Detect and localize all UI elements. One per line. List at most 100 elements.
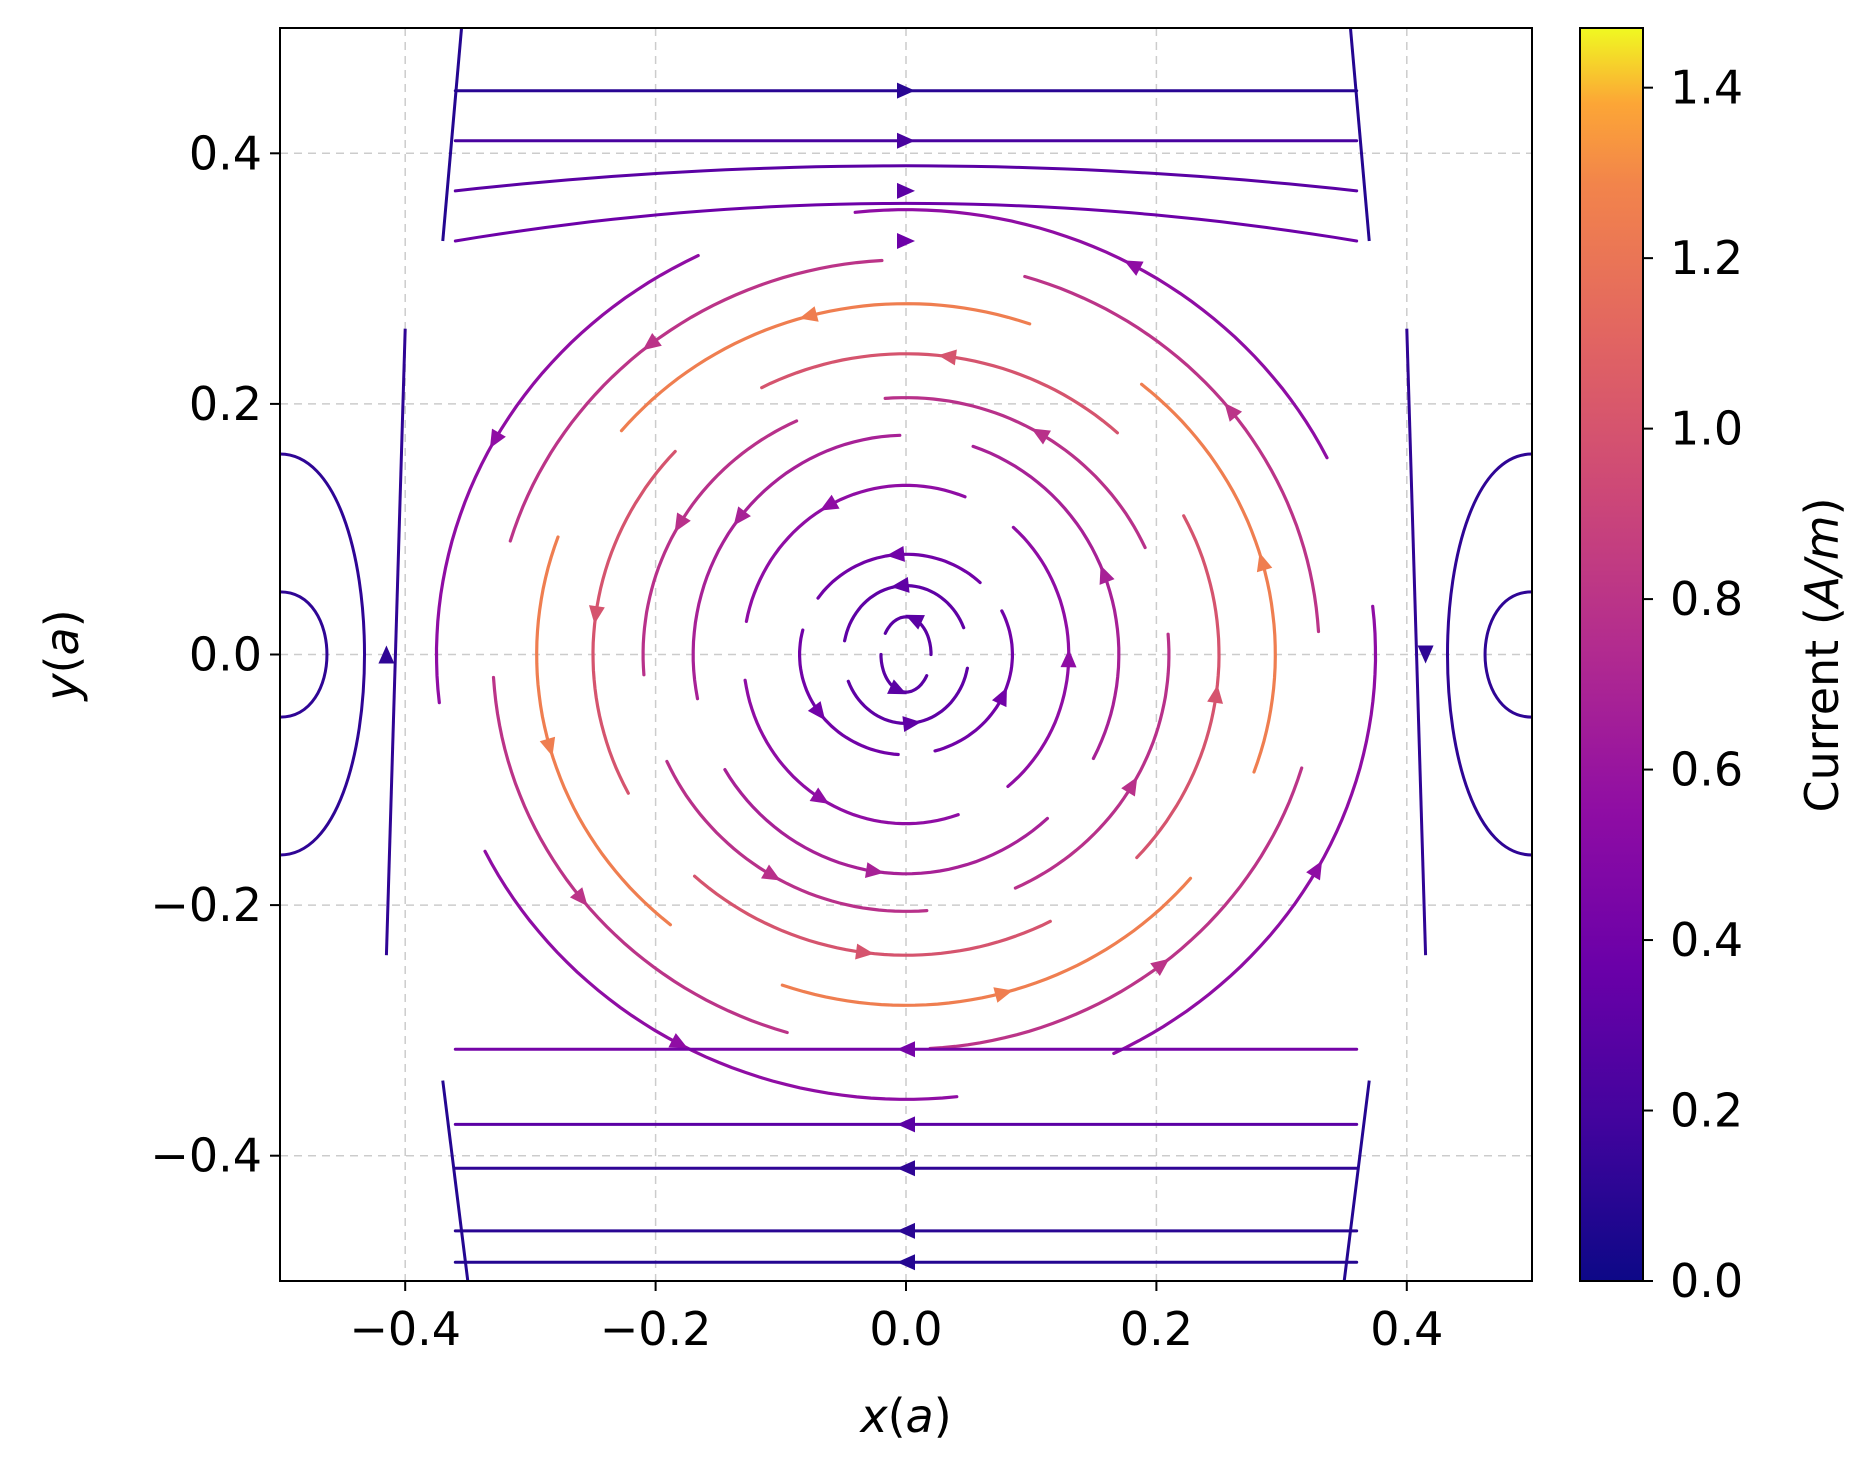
outer-streamline-path xyxy=(453,201,1359,243)
outer-streamline-path xyxy=(453,164,1359,193)
streamline-arrow xyxy=(897,1160,915,1177)
y-tick-label: 0.4 xyxy=(189,126,262,180)
side-lobe xyxy=(1342,28,1532,1281)
corner-line xyxy=(1342,1080,1371,1281)
colorbar-tick-label: 1.4 xyxy=(1670,61,1743,115)
x-tick-label: −0.4 xyxy=(349,1302,461,1356)
streamline-arrow xyxy=(905,614,925,630)
plot-area: −0.4 −0.2 0.0 0.2 0.4 −0.4 −0.2 0.0 0.2 0.4 xyxy=(150,27,1533,1356)
outer-streamline xyxy=(453,164,1359,199)
streamlines xyxy=(280,28,1532,1281)
y-tick-label: −0.4 xyxy=(150,1129,262,1183)
colorbar-label: Current (A/m) xyxy=(1795,497,1849,812)
streamline-arrow xyxy=(539,736,556,757)
vortex-ring xyxy=(879,614,933,695)
outer-streamline xyxy=(453,1041,1359,1058)
colorbar-label-text: Current xyxy=(1795,640,1849,813)
streamline-arrow xyxy=(897,1041,915,1058)
x-axis-var: x xyxy=(858,1389,888,1443)
streamline-arrow xyxy=(668,1033,689,1049)
colorbar-ticks: 0.0 0.2 0.4 0.6 0.8 1.0 1.2 1.4 xyxy=(1643,61,1743,1308)
y-axis-unit: a xyxy=(35,627,89,655)
side-lobe-path xyxy=(1445,452,1532,857)
colorbar-tick-label: 1.0 xyxy=(1670,402,1743,456)
vortex-ring xyxy=(491,258,1321,1051)
streamline-arrow xyxy=(902,716,922,733)
streamline-arrow xyxy=(809,787,830,804)
outer-streamline xyxy=(453,132,1359,149)
streamline-arrow xyxy=(993,987,1013,1003)
streamline-arrow xyxy=(1123,260,1144,276)
streamline-arrow xyxy=(489,428,506,449)
streamline-arrow xyxy=(1207,684,1224,704)
streamline-arrow xyxy=(733,506,751,526)
streamline-arrow xyxy=(855,943,874,960)
streamline-arrow xyxy=(1256,552,1273,573)
streamline-arrow xyxy=(819,494,840,511)
streamline-arrow xyxy=(1224,402,1243,422)
streamline-arrow xyxy=(890,576,910,593)
separatrix xyxy=(384,328,407,956)
side-lobe-path xyxy=(280,452,367,857)
outer-streamline xyxy=(453,1160,1359,1177)
streamline-arrow xyxy=(1417,645,1434,664)
x-tick-label: −0.2 xyxy=(600,1302,712,1356)
streamline-arrow xyxy=(642,333,662,351)
streamline-arrow xyxy=(1099,565,1115,585)
y-tick-label: 0.2 xyxy=(189,377,262,431)
colorbar-tick-label: 0.4 xyxy=(1670,913,1743,967)
streamline-arrow xyxy=(1031,428,1051,445)
x-tick-label: 0.4 xyxy=(1370,1302,1443,1356)
vortex-ring xyxy=(843,576,969,733)
colorbar: 0.0 0.2 0.4 0.6 0.8 1.0 1.2 1.4 Current (A/m) xyxy=(1579,27,1849,1308)
side-lobe xyxy=(280,28,470,1281)
outer-streamline xyxy=(453,1116,1359,1133)
vortex-ring xyxy=(743,483,1077,826)
colorbar-tick-label: 1.2 xyxy=(1670,231,1743,285)
colorbar-tick-label: 0.0 xyxy=(1670,1254,1743,1308)
streamline-arrow xyxy=(991,687,1007,708)
y-axis-label: y(a) xyxy=(35,609,89,702)
streamline-arrow xyxy=(938,349,957,366)
outer-streamline xyxy=(453,1254,1359,1271)
y-tick-label: 0.0 xyxy=(189,628,262,682)
streamline-arrow xyxy=(864,862,884,879)
x-axis-ticks: −0.4 −0.2 0.0 0.2 0.4 xyxy=(349,1281,1443,1356)
streamline-arrow xyxy=(569,887,588,907)
streamline-arrow xyxy=(1060,649,1077,668)
x-axis-label: x(a) xyxy=(858,1389,951,1443)
streamline-arrow xyxy=(897,182,915,199)
corner-line xyxy=(441,1080,470,1281)
corner-line xyxy=(1348,28,1371,242)
colorbar-label-unit: A/m xyxy=(1795,515,1849,610)
vortex-ring xyxy=(535,302,1277,1007)
colorbar-tick-label: 0.8 xyxy=(1670,572,1743,626)
vortex-ring xyxy=(798,545,1014,757)
streamline-arrow xyxy=(761,864,781,881)
vortex-ring xyxy=(691,433,1121,879)
streamline-arrow xyxy=(588,605,605,625)
streamline-arrow xyxy=(887,679,907,695)
vortex-ring xyxy=(641,396,1171,913)
streamline-arrow xyxy=(807,701,826,721)
x-tick-label: 0.2 xyxy=(1120,1302,1193,1356)
streamline-arrow xyxy=(799,306,819,322)
colorbar-tick-label: 0.6 xyxy=(1670,743,1743,797)
vortex-ring xyxy=(588,349,1224,960)
y-tick-label: −0.2 xyxy=(150,878,262,932)
outer-streamline xyxy=(453,82,1359,99)
streamline-arrow xyxy=(674,512,691,533)
corner-line xyxy=(441,28,464,242)
x-tick-label: 0.0 xyxy=(869,1302,942,1356)
streamline-arrow xyxy=(1121,776,1138,797)
streamline-arrow xyxy=(897,1116,915,1133)
streamline-arrow xyxy=(897,233,915,250)
side-lobe-path xyxy=(280,590,329,719)
colorbar-frame xyxy=(1579,27,1644,1282)
streamline-arrow xyxy=(886,545,905,562)
side-lobe-path xyxy=(1483,590,1532,719)
streamline-arrow xyxy=(1150,958,1170,976)
streamline-arrow xyxy=(1306,860,1323,881)
outer-streamline xyxy=(453,201,1359,250)
